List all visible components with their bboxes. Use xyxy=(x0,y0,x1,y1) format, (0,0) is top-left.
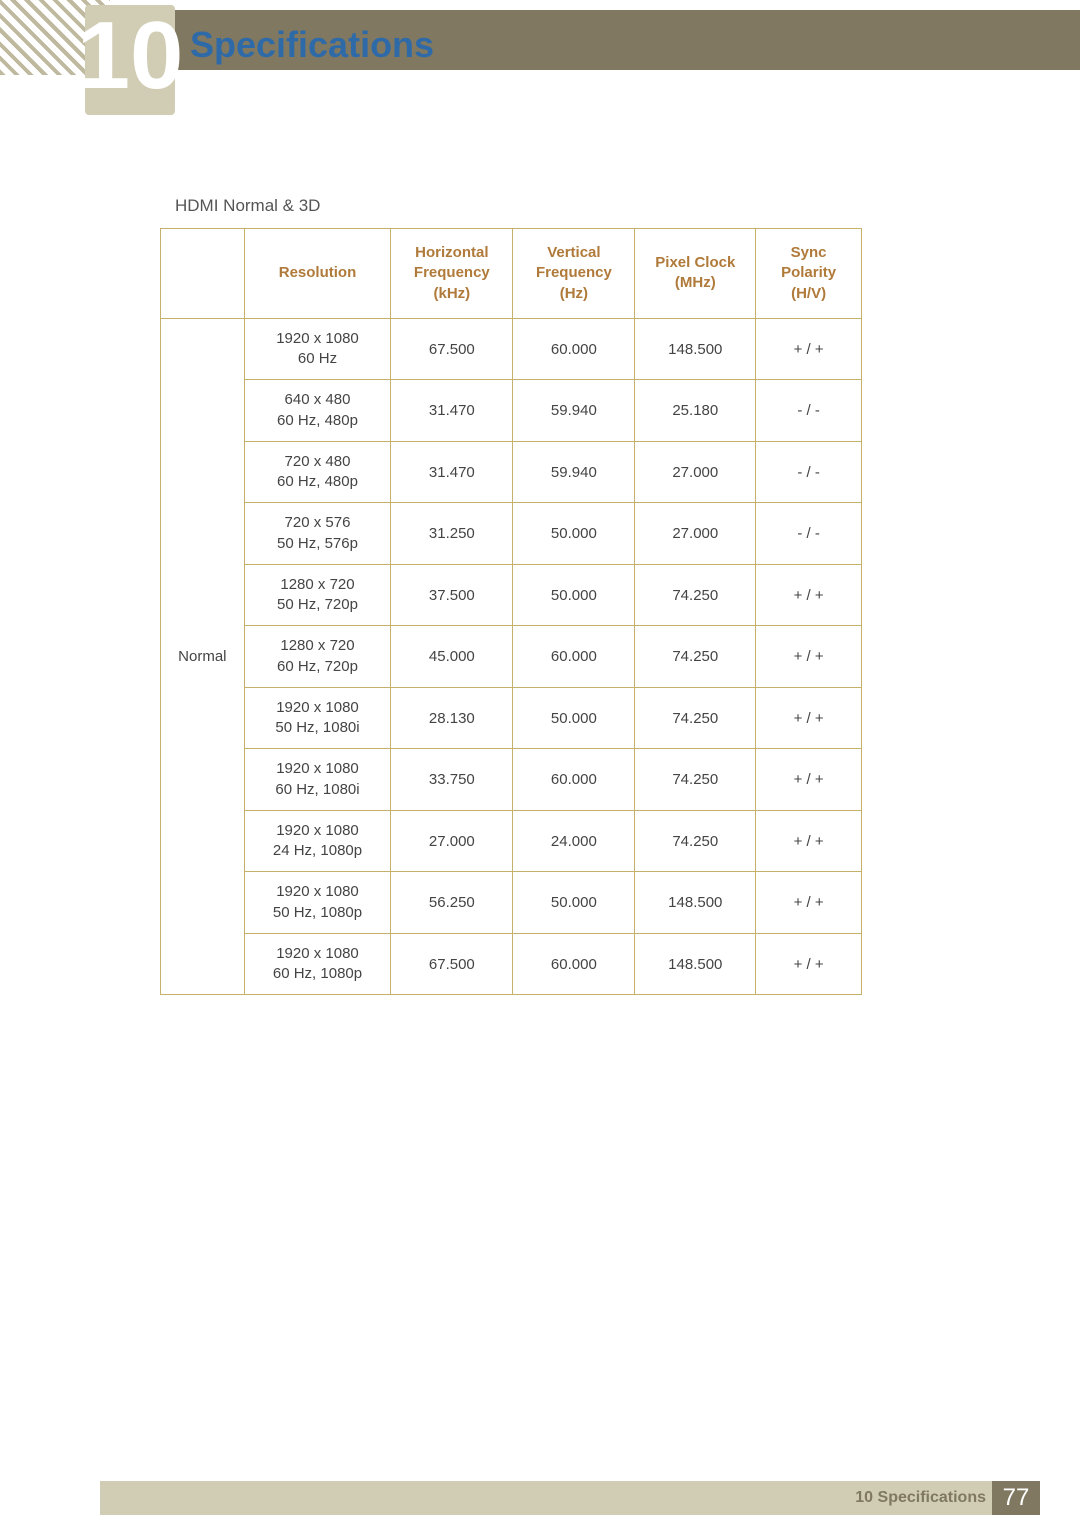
table-row: Normal1920 x 108060 Hz67.50060.000148.50… xyxy=(161,318,862,380)
table-row: 1920 x 108024 Hz, 1080p27.00024.00074.25… xyxy=(161,810,862,872)
cell-pixel-clock: 25.180 xyxy=(635,380,756,442)
cell-pixel-clock: 148.500 xyxy=(635,318,756,380)
chapter-number-box: 10 xyxy=(85,5,175,115)
cell-horizontal-freq: 31.470 xyxy=(391,380,513,442)
table-row: 1920 x 108050 Hz, 1080i28.13050.00074.25… xyxy=(161,687,862,749)
cell-resolution: 1920 x 108050 Hz, 1080p xyxy=(244,872,391,934)
cell-resolution: 1280 x 72050 Hz, 720p xyxy=(244,564,391,626)
cell-vertical-freq: 50.000 xyxy=(513,687,635,749)
table-header-cell: Sync Polarity(H/V) xyxy=(756,229,862,319)
table-row: 720 x 57650 Hz, 576p31.25050.00027.000- … xyxy=(161,503,862,565)
table-row: 1280 x 72060 Hz, 720p45.00060.00074.250+… xyxy=(161,626,862,688)
section-subtitle: HDMI Normal & 3D xyxy=(175,196,320,216)
table-header-empty xyxy=(161,229,245,319)
cell-resolution: 640 x 48060 Hz, 480p xyxy=(244,380,391,442)
spec-table: ResolutionHorizontalFrequency(kHz)Vertic… xyxy=(160,228,862,995)
cell-resolution: 1920 x 108050 Hz, 1080i xyxy=(244,687,391,749)
cell-pixel-clock: 74.250 xyxy=(635,749,756,811)
table-header-cell: Resolution xyxy=(244,229,391,319)
cell-sync-polarity: + / + xyxy=(756,810,862,872)
cell-vertical-freq: 50.000 xyxy=(513,564,635,626)
cell-vertical-freq: 59.940 xyxy=(513,441,635,503)
cell-vertical-freq: 60.000 xyxy=(513,626,635,688)
chapter-title: Specifications xyxy=(190,24,434,66)
table-header-cell: VerticalFrequency(Hz) xyxy=(513,229,635,319)
cell-horizontal-freq: 45.000 xyxy=(391,626,513,688)
cell-horizontal-freq: 56.250 xyxy=(391,872,513,934)
page-number: 77 xyxy=(1003,1484,1030,1512)
table-row: 640 x 48060 Hz, 480p31.47059.94025.180- … xyxy=(161,380,862,442)
cell-pixel-clock: 74.250 xyxy=(635,564,756,626)
cell-pixel-clock: 74.250 xyxy=(635,687,756,749)
cell-vertical-freq: 50.000 xyxy=(513,503,635,565)
cell-resolution: 1280 x 72060 Hz, 720p xyxy=(244,626,391,688)
cell-horizontal-freq: 37.500 xyxy=(391,564,513,626)
table-row: 1280 x 72050 Hz, 720p37.50050.00074.250+… xyxy=(161,564,862,626)
table-row: 1920 x 108050 Hz, 1080p56.25050.000148.5… xyxy=(161,872,862,934)
cell-horizontal-freq: 27.000 xyxy=(391,810,513,872)
row-group-label: Normal xyxy=(161,318,245,995)
cell-vertical-freq: 60.000 xyxy=(513,933,635,995)
table-row: 720 x 48060 Hz, 480p31.47059.94027.000- … xyxy=(161,441,862,503)
cell-horizontal-freq: 67.500 xyxy=(391,318,513,380)
cell-vertical-freq: 60.000 xyxy=(513,318,635,380)
cell-resolution: 1920 x 108060 Hz, 1080i xyxy=(244,749,391,811)
cell-horizontal-freq: 67.500 xyxy=(391,933,513,995)
cell-horizontal-freq: 31.250 xyxy=(391,503,513,565)
cell-pixel-clock: 148.500 xyxy=(635,872,756,934)
cell-resolution: 1920 x 108060 Hz xyxy=(244,318,391,380)
cell-pixel-clock: 74.250 xyxy=(635,626,756,688)
cell-pixel-clock: 27.000 xyxy=(635,441,756,503)
cell-sync-polarity: + / + xyxy=(756,749,862,811)
cell-sync-polarity: - / - xyxy=(756,380,862,442)
cell-sync-polarity: + / + xyxy=(756,933,862,995)
cell-vertical-freq: 60.000 xyxy=(513,749,635,811)
cell-sync-polarity: + / + xyxy=(756,318,862,380)
footer-bar: 10 Specifications xyxy=(100,1481,996,1515)
cell-sync-polarity: + / + xyxy=(756,564,862,626)
cell-sync-polarity: + / + xyxy=(756,687,862,749)
cell-sync-polarity: + / + xyxy=(756,872,862,934)
cell-pixel-clock: 74.250 xyxy=(635,810,756,872)
cell-sync-polarity: + / + xyxy=(756,626,862,688)
table-row: 1920 x 108060 Hz, 1080i33.75060.00074.25… xyxy=(161,749,862,811)
cell-horizontal-freq: 28.130 xyxy=(391,687,513,749)
cell-resolution: 720 x 57650 Hz, 576p xyxy=(244,503,391,565)
page: 10 Specifications HDMI Normal & 3D Resol… xyxy=(0,0,1080,1527)
cell-resolution: 720 x 48060 Hz, 480p xyxy=(244,441,391,503)
page-number-box: 77 xyxy=(992,1481,1040,1515)
cell-horizontal-freq: 33.750 xyxy=(391,749,513,811)
chapter-number: 10 xyxy=(77,8,184,104)
cell-pixel-clock: 148.500 xyxy=(635,933,756,995)
cell-resolution: 1920 x 108060 Hz, 1080p xyxy=(244,933,391,995)
table-row: 1920 x 108060 Hz, 1080p67.50060.000148.5… xyxy=(161,933,862,995)
cell-vertical-freq: 59.940 xyxy=(513,380,635,442)
cell-sync-polarity: - / - xyxy=(756,441,862,503)
table-header-cell: Pixel Clock(MHz) xyxy=(635,229,756,319)
cell-horizontal-freq: 31.470 xyxy=(391,441,513,503)
table-header-cell: HorizontalFrequency(kHz) xyxy=(391,229,513,319)
cell-sync-polarity: - / - xyxy=(756,503,862,565)
cell-pixel-clock: 27.000 xyxy=(635,503,756,565)
cell-resolution: 1920 x 108024 Hz, 1080p xyxy=(244,810,391,872)
cell-vertical-freq: 24.000 xyxy=(513,810,635,872)
footer-label: 10 Specifications xyxy=(855,1489,986,1507)
table-header-row: ResolutionHorizontalFrequency(kHz)Vertic… xyxy=(161,229,862,319)
cell-vertical-freq: 50.000 xyxy=(513,872,635,934)
table-body: Normal1920 x 108060 Hz67.50060.000148.50… xyxy=(161,318,862,995)
spec-table-container: ResolutionHorizontalFrequency(kHz)Vertic… xyxy=(160,228,862,995)
